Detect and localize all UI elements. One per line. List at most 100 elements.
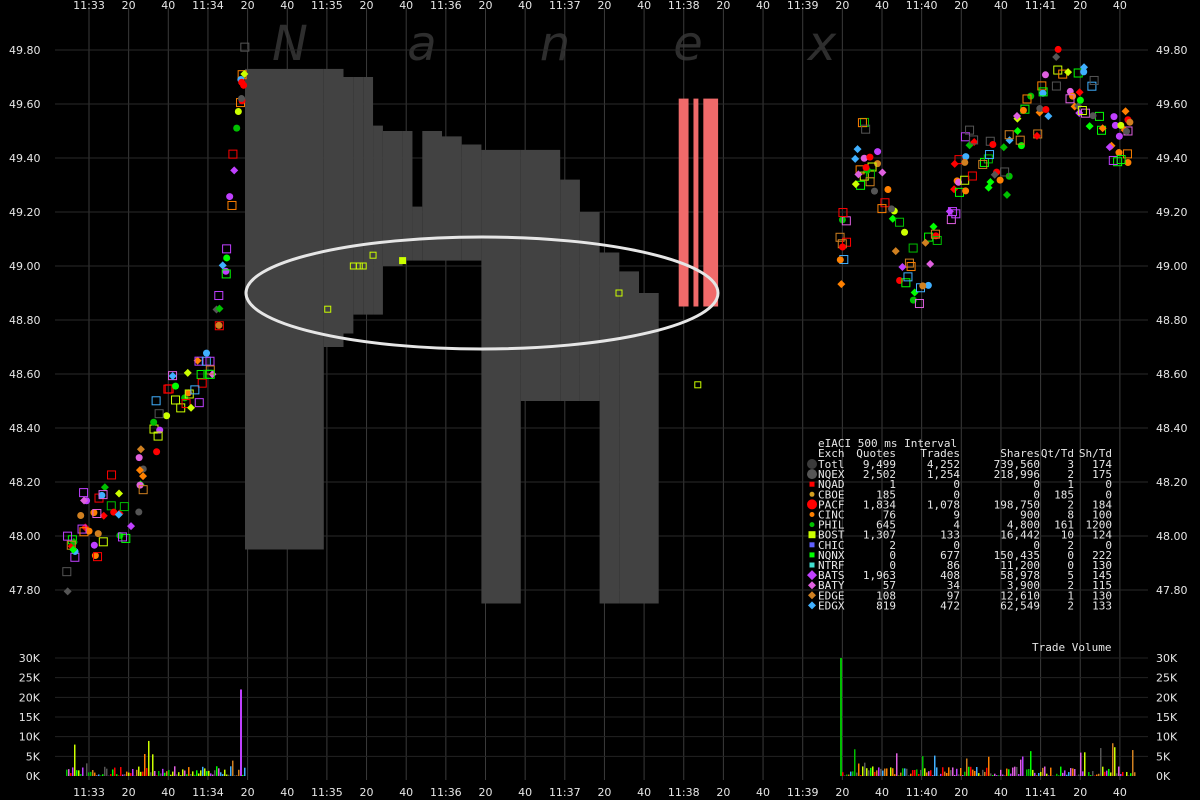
quote-marker	[1122, 149, 1132, 159]
legend-cell: 2,502	[863, 468, 896, 481]
volume-bar	[956, 768, 958, 776]
quote-marker	[205, 369, 215, 379]
quote-marker	[861, 124, 871, 134]
quote-marker	[898, 262, 907, 271]
volume-bar	[904, 768, 906, 776]
quote-marker	[888, 205, 896, 213]
volume-bar	[120, 767, 122, 776]
volume-bar	[974, 771, 976, 776]
volume-bar	[230, 766, 232, 776]
volume-bar	[876, 770, 878, 776]
legend-marker	[808, 581, 816, 590]
volume-bar	[180, 775, 182, 776]
legend-cell: 3,900	[1007, 579, 1040, 592]
volume-bar	[196, 770, 198, 776]
volume-bar	[1084, 752, 1086, 776]
quote-marker	[1117, 121, 1125, 129]
spread-band	[461, 144, 482, 261]
volume-bar	[860, 775, 862, 776]
time-tick-label: 40	[518, 0, 532, 12]
volume-bar	[1016, 766, 1018, 776]
volume-bar	[130, 773, 132, 776]
legend-cell: 2	[889, 539, 896, 552]
quote-marker	[985, 150, 995, 160]
volume-bar	[90, 771, 92, 776]
quote-marker	[69, 545, 78, 554]
legend-cell: 2	[1067, 498, 1074, 511]
spread-band	[363, 77, 374, 315]
volume-bar	[1070, 768, 1072, 776]
legend-cell: NTRF	[818, 559, 845, 572]
legend-marker	[807, 570, 817, 581]
time-tick-label: 20	[122, 0, 136, 12]
legend-cell: PHIL	[818, 519, 845, 532]
quote-marker	[932, 235, 942, 245]
time-tick-label: 40	[637, 786, 651, 799]
quote-marker	[965, 125, 975, 135]
volume-tick-label: 5K	[1156, 750, 1171, 763]
time-tick-label: 11:37	[549, 0, 581, 12]
legend-cell: 1,254	[927, 468, 960, 481]
legend-cell: 0	[1105, 478, 1112, 491]
volume-bar	[912, 770, 914, 776]
volume-bar	[946, 773, 948, 776]
volume-bar	[88, 772, 90, 776]
volume-bar	[864, 762, 866, 776]
legend-cell: EDGE	[818, 589, 845, 602]
gap-trade-marker	[369, 251, 377, 259]
volume-bar	[166, 771, 168, 776]
volume-bar	[920, 769, 922, 776]
quote-marker	[240, 42, 250, 52]
volume-bar	[1018, 774, 1020, 776]
legend-marker	[808, 601, 816, 610]
quote-marker	[90, 541, 98, 549]
time-tick-label: 40	[1113, 0, 1127, 12]
quote-marker	[1019, 106, 1027, 114]
quote-marker	[183, 368, 192, 377]
quote-marker	[932, 232, 940, 240]
time-tick-label: 20	[597, 786, 611, 799]
quote-marker	[117, 532, 127, 542]
volume-bar	[204, 768, 206, 776]
legend-cell: NQNX	[818, 549, 845, 562]
legend-cell: 0	[889, 549, 896, 562]
quote-marker	[962, 187, 970, 195]
quote-marker	[950, 185, 959, 194]
volume-bar	[1032, 769, 1034, 776]
volume-bar	[928, 771, 930, 776]
volume-bar	[1000, 769, 1002, 776]
quote-marker	[138, 485, 148, 495]
quote-marker	[924, 232, 934, 242]
time-tick-label: 11:35	[311, 786, 343, 799]
volume-bar	[970, 766, 972, 776]
volume-bar	[934, 755, 936, 776]
quote-marker	[230, 166, 239, 175]
volume-bar	[232, 760, 234, 776]
volume-label: Trade Volume	[1032, 641, 1111, 654]
volume-bar	[894, 774, 896, 776]
quote-marker	[233, 124, 241, 132]
volume-bar	[960, 768, 962, 776]
price-tick-label: 49.60	[9, 98, 41, 111]
time-tick-label: 20	[716, 786, 730, 799]
quote-marker	[1080, 63, 1089, 72]
quote-marker	[171, 395, 181, 405]
volume-bar	[998, 775, 1000, 776]
quote-marker	[163, 412, 171, 420]
volume-bar	[944, 771, 946, 776]
quote-marker	[1013, 127, 1022, 136]
legend-cell: BATY	[818, 579, 845, 592]
quote-markers	[62, 42, 1134, 596]
price-tick-label: 48.60	[1156, 368, 1188, 381]
legend-cell: 62,549	[1000, 599, 1040, 612]
volume-bar	[978, 773, 980, 776]
legend-cell: 3	[1067, 458, 1074, 471]
volume-tick-label: 15K	[19, 711, 41, 724]
volume-bar	[932, 775, 934, 776]
spread-band	[422, 131, 442, 261]
quote-marker	[926, 259, 935, 268]
time-tick-label: 11:39	[787, 786, 819, 799]
quote-marker	[1002, 190, 1011, 199]
time-tick-label: 11:34	[192, 786, 224, 799]
